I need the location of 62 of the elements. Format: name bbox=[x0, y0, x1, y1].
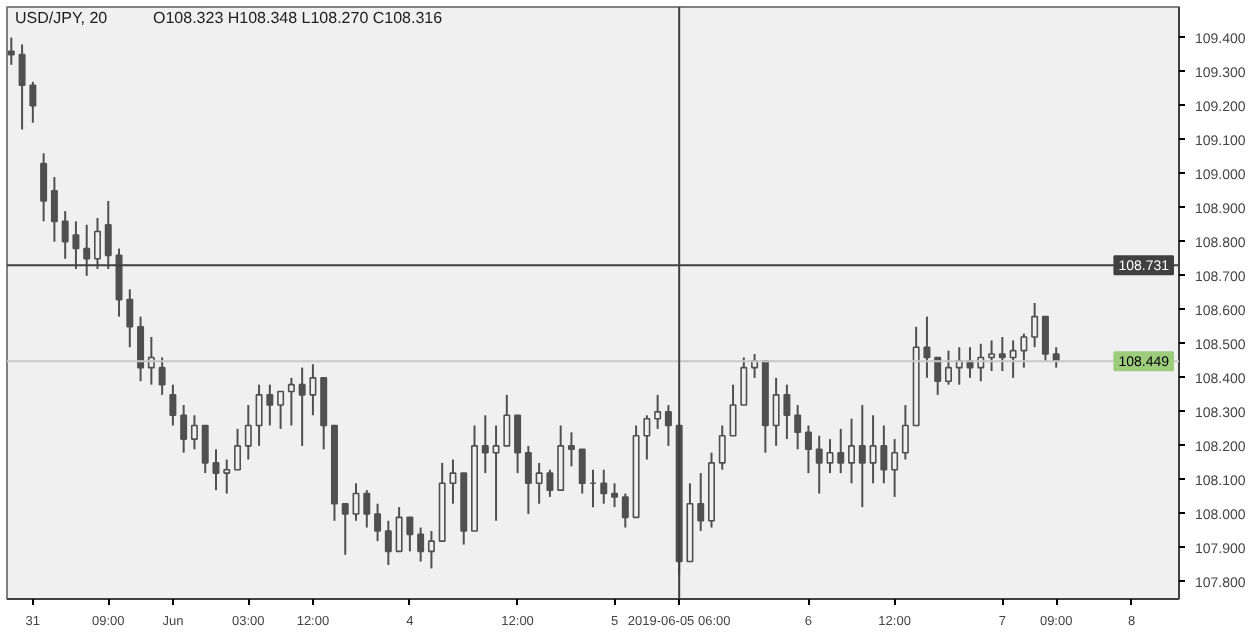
candlestick bbox=[40, 152, 48, 223]
candlestick bbox=[524, 444, 532, 515]
candlestick bbox=[600, 468, 608, 505]
annotation: O108.323 H108.348 L108.270 C108.316 bbox=[153, 9, 444, 27]
candlestick bbox=[740, 356, 748, 407]
candlestick bbox=[287, 376, 295, 427]
candlestick bbox=[180, 404, 188, 454]
candlestick bbox=[320, 376, 328, 451]
candlestick bbox=[277, 390, 285, 430]
candlestick bbox=[1041, 315, 1049, 362]
candlestick bbox=[137, 315, 145, 383]
candlestick bbox=[998, 336, 1006, 373]
candlestick bbox=[901, 404, 909, 461]
candlestick bbox=[697, 472, 705, 532]
candlestick bbox=[837, 427, 845, 475]
candlestick bbox=[427, 529, 435, 570]
candlestick bbox=[244, 404, 252, 461]
candlestick bbox=[567, 431, 575, 468]
candlestick bbox=[417, 526, 425, 563]
candlestick bbox=[611, 482, 619, 509]
candlestick bbox=[29, 80, 37, 124]
candlestick bbox=[794, 404, 802, 451]
candlestick bbox=[18, 43, 26, 131]
candlestick bbox=[891, 438, 899, 498]
candlestick bbox=[158, 356, 166, 396]
candlestick bbox=[848, 417, 856, 485]
candlestick bbox=[492, 424, 500, 522]
chart-title: USD/JPY, 20 bbox=[15, 9, 109, 27]
candlestick bbox=[7, 36, 15, 66]
candlestick bbox=[201, 424, 209, 475]
candlestick bbox=[374, 502, 382, 543]
candlestick bbox=[1031, 302, 1039, 349]
candlestick bbox=[578, 448, 586, 495]
candlestick bbox=[341, 502, 349, 556]
candlestick bbox=[621, 492, 629, 529]
candlestick bbox=[190, 414, 198, 451]
candlestick bbox=[384, 519, 392, 566]
candlestick bbox=[169, 383, 177, 427]
candlestick bbox=[729, 383, 737, 437]
candlestick bbox=[104, 199, 112, 270]
candlestick bbox=[988, 339, 996, 373]
candlestick bbox=[654, 393, 662, 430]
candlestick bbox=[481, 414, 489, 475]
candlestick bbox=[643, 414, 651, 461]
candlestick bbox=[718, 424, 726, 471]
candlestick bbox=[449, 458, 457, 505]
candlestick bbox=[234, 427, 242, 471]
candlestick bbox=[664, 404, 672, 447]
candlestick bbox=[1009, 339, 1017, 379]
candlestick bbox=[944, 349, 952, 386]
candlestick bbox=[514, 414, 522, 475]
candlestick bbox=[83, 223, 91, 277]
candlestick bbox=[93, 216, 101, 270]
candlestick bbox=[557, 424, 565, 492]
candlestick bbox=[858, 404, 866, 509]
candlestick bbox=[212, 448, 220, 492]
candlestick bbox=[223, 458, 231, 495]
candlestick bbox=[1020, 332, 1028, 369]
candlestick bbox=[934, 356, 942, 396]
candlestick bbox=[50, 176, 58, 243]
candlestick bbox=[804, 424, 812, 475]
candlestick bbox=[503, 393, 511, 447]
